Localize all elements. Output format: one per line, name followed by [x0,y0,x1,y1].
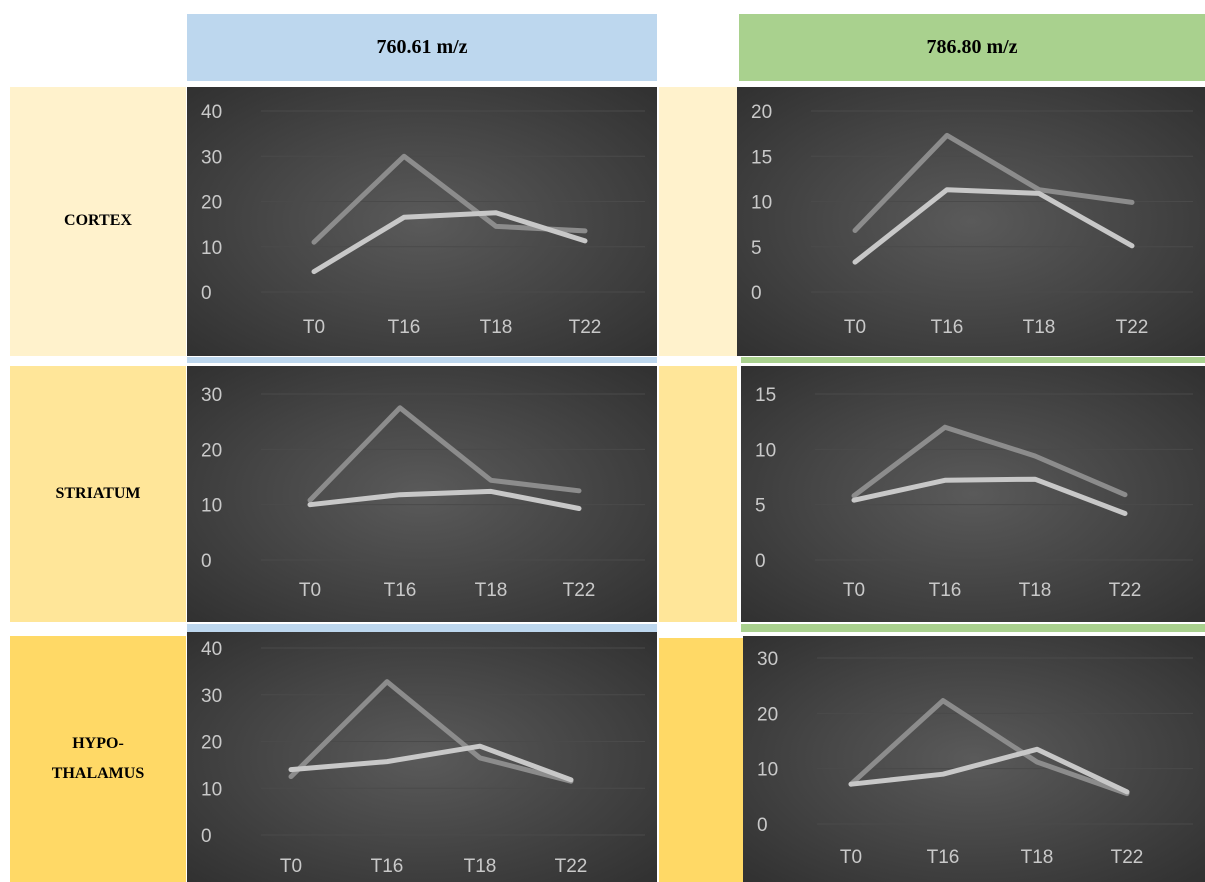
column-header-760: 760.61 m/z [187,14,657,81]
row-label-striatum: STRIATUM [10,366,186,622]
y-tick-label: 15 [755,385,776,406]
y-tick-label: 20 [757,704,778,725]
y-tick-label: 10 [751,193,772,214]
chart-svg: 0 10 20 30 T0 T16 T18 T22 [187,366,657,622]
x-tick-label: T18 [464,856,497,877]
y-tick-label: 0 [757,815,768,836]
column-header-760-label: 760.61 m/z [376,36,468,58]
x-tick-label: T16 [371,856,404,877]
row-label-hypothalamus-line-1: HYPO- [72,734,124,752]
divider-strip-right [741,357,1205,363]
y-tick-label: 20 [751,102,772,123]
divider-strip-right [741,624,1205,632]
series-line-1 [851,424,1128,499]
chart-svg: 0 10 20 30 T0 T16 T18 T22 [743,636,1205,882]
y-tick-label: 0 [201,826,212,847]
divider-strip-left [187,357,657,363]
x-tick-label: T22 [569,317,602,338]
y-tick-label: 30 [757,649,778,670]
series-line-2 [848,746,1130,795]
chart-background [741,366,1205,622]
x-tick-label: T22 [563,580,596,601]
x-tick-label: T16 [931,317,964,338]
y-tick-label: 5 [755,496,766,517]
y-tick-label: 30 [201,686,222,707]
x-tick-label: T0 [844,317,866,338]
x-tick-label: T18 [1023,317,1056,338]
chart-striatum-786: 0 5 10 15 T0 T16 T18 T22 [741,366,1205,622]
x-tick-label: T18 [1021,847,1054,868]
chart-hypothalamus-760: 0 10 20 30 40 T0 T16 T18 T22 [187,632,657,882]
y-tick-label: 10 [201,238,222,259]
series-line-2 [851,476,1128,516]
y-tick-label: 5 [751,238,762,259]
y-tick-label: 10 [757,760,778,781]
x-tick-label: T0 [840,847,862,868]
series-line-2 [311,210,588,275]
y-tick-label: 0 [751,283,762,304]
row-filler-cortex [659,87,737,356]
row-filler-hypothalamus [659,638,743,882]
chart-background [743,636,1205,882]
divider-strip-left [187,624,657,632]
chart-svg: 0 10 20 30 40 T0 T16 T18 T22 [187,632,657,882]
row-filler-striatum [659,366,737,622]
series-line-2 [852,187,1135,265]
row-label-cortex: CORTEX [10,87,186,356]
y-tick-label: 15 [751,147,772,168]
chart-background [187,87,657,356]
x-tick-label: T18 [1019,580,1052,601]
chart-hypothalamus-786: 0 10 20 30 T0 T16 T18 T22 [743,636,1205,882]
y-tick-label: 20 [201,733,222,754]
y-tick-label: 40 [201,639,222,660]
row-label-cortex-text: CORTEX [64,212,132,230]
x-tick-label: T18 [480,317,513,338]
y-tick-label: 10 [201,779,222,800]
y-tick-label: 0 [201,283,212,304]
column-header-786-label: 786.80 m/z [926,36,1018,58]
y-tick-label: 20 [201,440,222,461]
x-tick-label: T16 [384,580,417,601]
y-tick-label: 0 [755,551,766,572]
chart-svg: 0 5 10 15 20 T0 T16 T18 T22 [737,87,1205,356]
y-tick-label: 0 [201,551,212,572]
x-tick-label: T22 [1111,847,1144,868]
x-tick-label: T0 [280,856,302,877]
chart-cortex-760: 0 10 20 30 40 T0 T16 T18 T22 [187,87,657,356]
y-tick-label: 40 [201,102,222,123]
x-tick-label: T16 [927,847,960,868]
row-label-hypothalamus-line-2: THALAMUS [51,765,145,782]
series-line-1 [288,679,574,784]
chart-striatum-760: 0 10 20 30 T0 T16 T18 T22 [187,366,657,622]
series-line-1 [307,405,582,503]
x-tick-label: T16 [929,580,962,601]
chart-background [737,87,1205,356]
x-tick-label: T22 [555,856,588,877]
x-tick-label: T22 [1116,317,1149,338]
column-header-786: 786.80 m/z [739,14,1205,81]
x-tick-label: T0 [843,580,865,601]
series-line-1 [852,132,1135,233]
chart-cortex-786: 0 5 10 15 20 T0 T16 T18 T22 [737,87,1205,356]
y-tick-label: 10 [755,440,776,461]
y-tick-label: 20 [201,193,222,214]
y-tick-label: 10 [201,496,222,517]
row-label-striatum-text: STRIATUM [55,484,141,502]
chart-svg: 0 5 10 15 T0 T16 T18 T22 [741,366,1205,622]
x-tick-label: T0 [303,317,325,338]
series-line-2 [288,743,574,783]
row-label-hypothalamus: HYPO- THALAMUS [10,636,186,882]
x-tick-label: T0 [299,580,321,601]
x-tick-label: T16 [388,317,421,338]
x-tick-label: T22 [1109,580,1142,601]
y-tick-label: 30 [201,385,222,406]
series-line-1 [848,698,1130,797]
chart-svg: 0 10 20 30 40 T0 T16 T18 T22 [187,87,657,356]
y-tick-label: 30 [201,147,222,168]
x-tick-label: T18 [475,580,508,601]
series-line-2 [307,488,582,511]
